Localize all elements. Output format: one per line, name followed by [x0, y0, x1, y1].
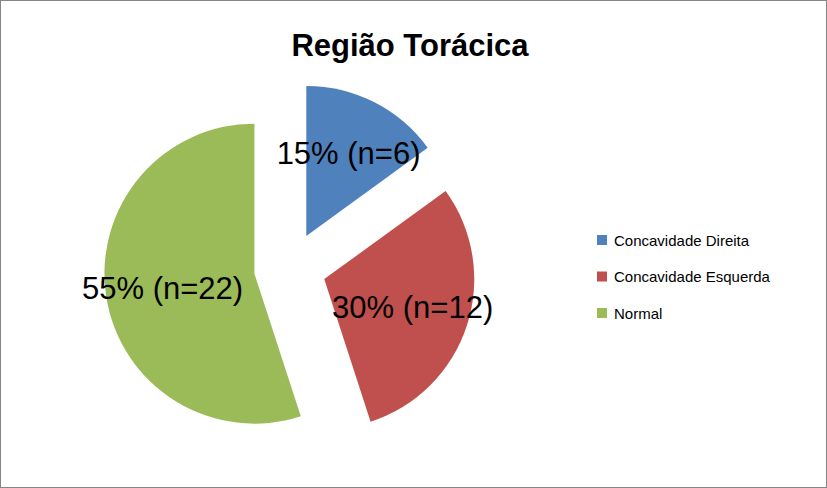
chart-frame — [1, 1, 827, 488]
pie: 15% (n=6) 30% (n=12) 55% (n=22) — [82, 86, 493, 424]
legend-label: Concavidade Direita — [614, 232, 750, 249]
data-label: 15% (n=6) — [277, 136, 421, 171]
data-label: 30% (n=12) — [332, 290, 493, 325]
legend: Concavidade Direita Concavidade Esquerda N… — [597, 232, 771, 322]
legend-label: Normal — [614, 305, 662, 322]
legend-swatch — [597, 272, 607, 282]
chart-title: Região Torácica — [291, 28, 529, 63]
chart: Região Torácica 15% (n=6) 30% (n=12) 55% (n… — [0, 0, 827, 488]
legend-label: Concavidade Esquerda — [614, 268, 771, 285]
data-label: 55% (n=22) — [82, 271, 243, 306]
legend-swatch — [597, 308, 607, 318]
legend-swatch — [597, 235, 607, 245]
